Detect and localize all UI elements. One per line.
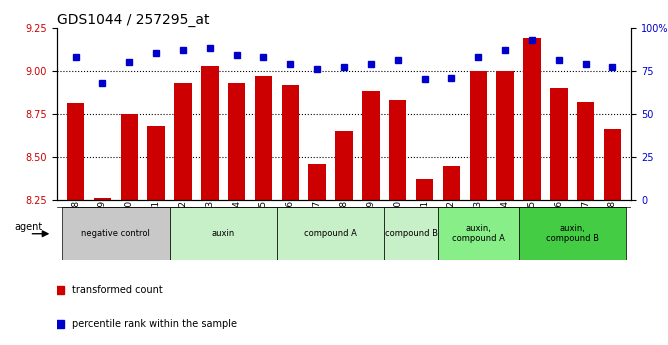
Bar <box>518 207 626 260</box>
Bar <box>170 207 277 260</box>
Bar <box>416 179 434 200</box>
Text: GSM25861: GSM25861 <box>152 200 160 249</box>
Text: GSM25866: GSM25866 <box>286 200 295 249</box>
Bar <box>604 129 621 200</box>
Bar <box>389 100 406 200</box>
Text: percentile rank within the sample: percentile rank within the sample <box>72 319 237 329</box>
Text: auxin,
compound B: auxin, compound B <box>546 224 599 244</box>
Bar <box>174 83 192 200</box>
Text: GSM25870: GSM25870 <box>393 200 402 249</box>
Text: GSM25877: GSM25877 <box>581 200 590 249</box>
Text: compound A: compound A <box>304 229 357 238</box>
Text: GSM25863: GSM25863 <box>205 200 214 249</box>
Bar <box>523 38 540 200</box>
Text: negative control: negative control <box>81 229 150 238</box>
Bar <box>309 164 326 200</box>
Text: GSM25875: GSM25875 <box>528 200 536 249</box>
Bar <box>438 207 518 260</box>
Bar <box>577 102 595 200</box>
Bar <box>335 131 353 200</box>
Bar <box>67 104 84 200</box>
Bar <box>148 126 165 200</box>
Text: GSM25872: GSM25872 <box>447 200 456 249</box>
Bar <box>62 207 170 260</box>
Bar <box>201 66 218 200</box>
Bar <box>255 76 273 200</box>
Text: GSM25878: GSM25878 <box>608 200 617 249</box>
Text: auxin,
compound A: auxin, compound A <box>452 224 505 244</box>
Text: GSM25868: GSM25868 <box>339 200 349 249</box>
Bar <box>120 114 138 200</box>
Text: agent: agent <box>14 222 43 232</box>
Bar <box>228 83 245 200</box>
Text: GSM25862: GSM25862 <box>178 200 188 249</box>
Text: auxin: auxin <box>212 229 235 238</box>
Bar <box>496 71 514 200</box>
Text: GSM25865: GSM25865 <box>259 200 268 249</box>
Text: GSM25858: GSM25858 <box>71 200 80 249</box>
Bar <box>94 198 111 200</box>
Text: GSM25874: GSM25874 <box>500 200 510 249</box>
Text: GSM25871: GSM25871 <box>420 200 429 249</box>
Text: transformed count: transformed count <box>72 285 163 295</box>
Text: GSM25867: GSM25867 <box>313 200 322 249</box>
Bar <box>443 166 460 200</box>
Text: GSM25859: GSM25859 <box>98 200 107 249</box>
Text: GDS1044 / 257295_at: GDS1044 / 257295_at <box>57 12 209 27</box>
Bar <box>362 91 379 200</box>
Bar <box>384 207 438 260</box>
Bar <box>277 207 384 260</box>
Text: GSM25864: GSM25864 <box>232 200 241 249</box>
Text: GSM25869: GSM25869 <box>366 200 375 249</box>
Text: GSM25860: GSM25860 <box>125 200 134 249</box>
Bar <box>550 88 568 200</box>
Bar <box>470 71 487 200</box>
Text: compound B: compound B <box>385 229 438 238</box>
Bar <box>282 85 299 200</box>
Text: GSM25876: GSM25876 <box>554 200 563 249</box>
Text: GSM25873: GSM25873 <box>474 200 483 249</box>
